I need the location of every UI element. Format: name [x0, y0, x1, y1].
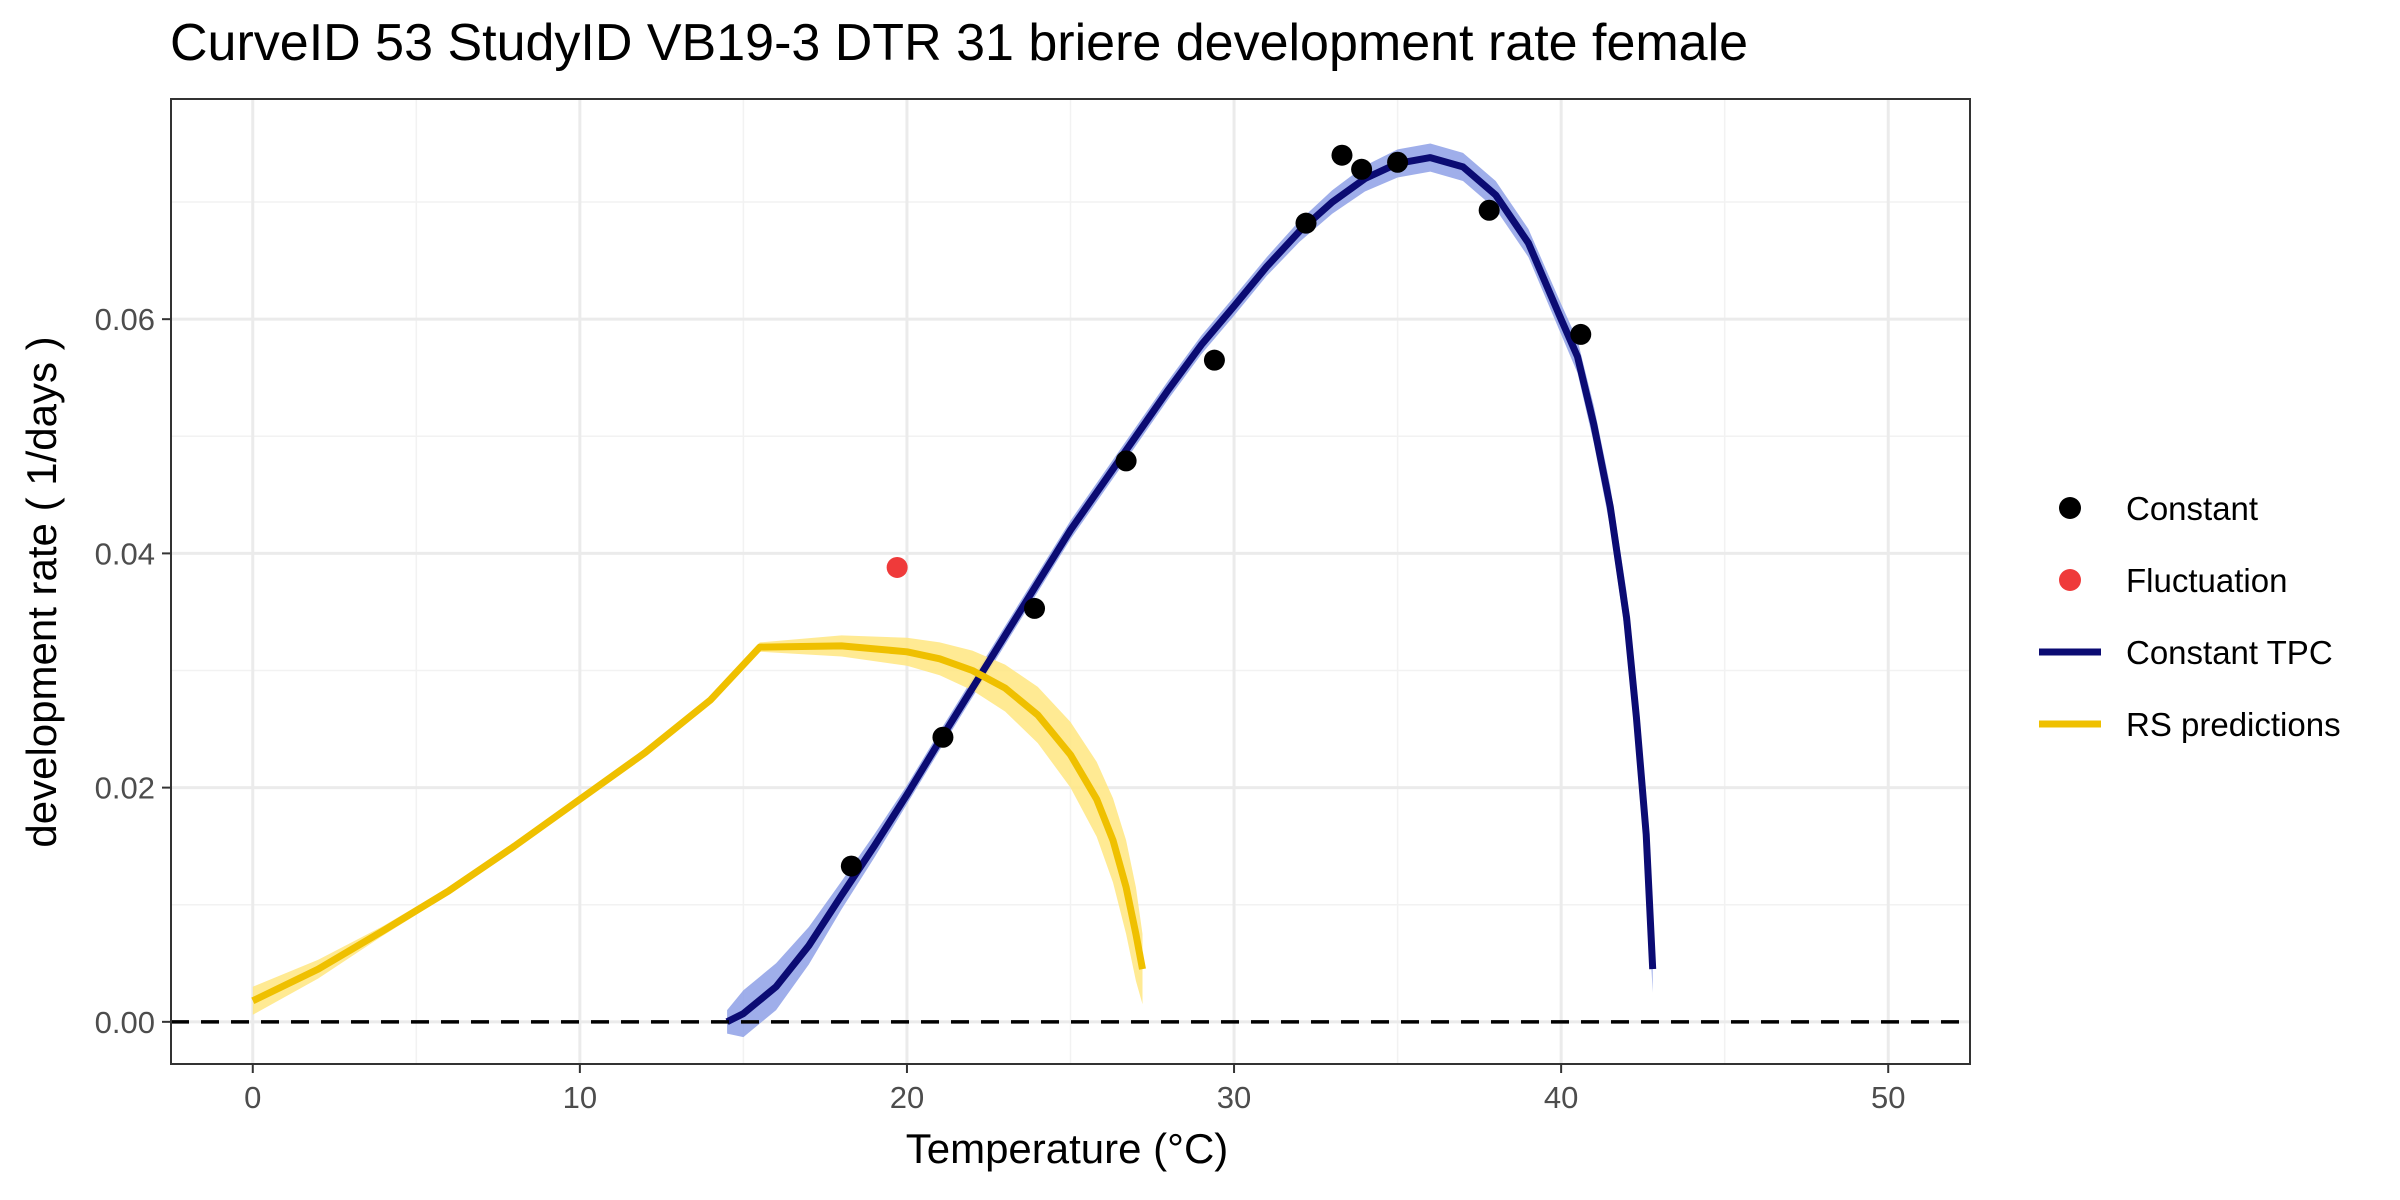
legend-label-fluctuation: Fluctuation — [2126, 562, 2287, 599]
constant-tpc-line — [725, 154, 1657, 1025]
y-axis-title: development rate ( 1/days ) — [18, 336, 65, 847]
constant-point — [1295, 212, 1317, 234]
grid-lines — [171, 99, 1970, 1064]
plot-border — [170, 98, 1971, 1065]
x-axis-title: Temperature (°C) — [906, 1125, 1229, 1172]
x-tick-label: 10 — [563, 1080, 597, 1115]
constant-point — [932, 726, 954, 748]
legend-key-fluctuation — [2059, 569, 2081, 591]
constant-point — [1387, 151, 1409, 173]
plot-panel — [170, 98, 1971, 1065]
constant-point — [1024, 597, 1046, 619]
data-points — [840, 144, 1592, 877]
legend: Constant Fluctuation Constant TPC RS predic… — [2039, 490, 2341, 743]
y-axis-ticks: 0.00 0.02 0.04 0.06 — [95, 302, 171, 1040]
y-tick-label: 0.06 — [95, 302, 155, 337]
x-tick-label: 20 — [890, 1080, 924, 1115]
legend-key-constant — [2059, 497, 2081, 519]
legend-label-constant: Constant — [2126, 490, 2258, 527]
constant-point — [1115, 450, 1137, 472]
constant-point — [1351, 158, 1373, 180]
constant-point — [1331, 144, 1353, 166]
x-tick-label: 0 — [244, 1080, 261, 1115]
x-tick-label: 50 — [1871, 1080, 1905, 1115]
constant-point — [1478, 199, 1500, 221]
constant-point — [1203, 349, 1225, 371]
chart-title: CurveID 53 StudyID VB19-3 DTR 31 briere … — [170, 14, 1748, 72]
legend-label-rs-predictions: RS predictions — [2126, 706, 2341, 743]
constant-point — [1570, 323, 1592, 345]
series-lines — [251, 154, 1657, 1025]
fluctuation-point — [886, 556, 908, 578]
x-axis-ticks: 0 10 20 30 40 50 — [244, 1064, 1905, 1115]
constant-point — [840, 855, 862, 877]
rs-predictions-line — [251, 642, 1146, 1004]
legend-label-constant-tpc: Constant TPC — [2126, 634, 2333, 671]
y-tick-label: 0.04 — [95, 536, 155, 571]
x-tick-label: 40 — [1544, 1080, 1578, 1115]
y-tick-label: 0.00 — [95, 1005, 155, 1040]
y-tick-label: 0.02 — [95, 771, 155, 806]
x-tick-label: 30 — [1217, 1080, 1251, 1115]
